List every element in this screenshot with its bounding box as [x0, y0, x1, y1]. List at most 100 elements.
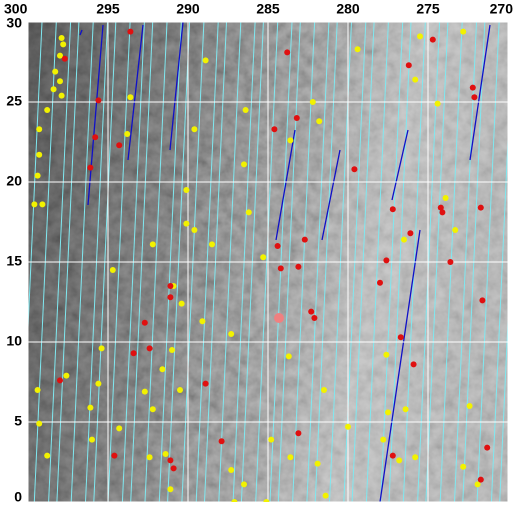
plot-area: [28, 22, 508, 502]
data-point: [60, 41, 67, 48]
data-point: [460, 463, 467, 470]
data-point: [274, 243, 281, 249]
x-tick-label: 290: [176, 1, 200, 17]
data-point: [260, 254, 267, 261]
data-point: [439, 209, 446, 216]
data-point: [479, 297, 486, 304]
data-point: [460, 28, 467, 35]
data-point: [242, 107, 249, 113]
data-point: [447, 259, 454, 265]
data-point: [412, 454, 419, 461]
data-point: [397, 334, 404, 341]
data-point: [245, 209, 252, 216]
data-point: [58, 92, 65, 99]
data-point: [63, 372, 70, 379]
data-point: [218, 438, 225, 445]
data-point: [314, 460, 321, 467]
data-point: [89, 436, 95, 443]
data-point: [183, 187, 190, 193]
y-tick-label: 15: [6, 253, 22, 269]
data-point: [202, 57, 209, 64]
y-tick-label: 30: [6, 15, 22, 31]
data-point: [474, 481, 481, 488]
data-point: [57, 377, 63, 384]
x-tick-label: 300: [4, 1, 28, 17]
blue-track: [391, 129, 409, 201]
data-point: [385, 409, 391, 416]
x-tick-label: 295: [96, 1, 120, 17]
data-point: [127, 28, 134, 35]
data-point: [429, 36, 436, 43]
highlight-spot: [274, 313, 284, 323]
data-point: [177, 387, 183, 393]
data-point: [401, 236, 407, 243]
blue-track: [321, 149, 341, 241]
data-point: [52, 68, 59, 75]
data-point: [34, 387, 41, 393]
data-point: [301, 236, 308, 243]
data-point: [412, 76, 419, 83]
data-point: [34, 172, 41, 179]
data-point: [149, 406, 156, 413]
data-point: [169, 347, 175, 353]
data-point: [469, 84, 476, 91]
data-point: [380, 436, 387, 443]
data-point: [268, 436, 275, 443]
data-point: [295, 263, 302, 270]
data-point: [95, 380, 102, 387]
data-point: [284, 49, 291, 56]
data-point: [87, 164, 94, 171]
data-point: [354, 46, 361, 53]
x-tick-label: 285: [256, 1, 280, 17]
data-point: [146, 345, 153, 352]
data-point: [396, 457, 403, 464]
data-point: [36, 126, 43, 133]
data-point: [57, 78, 63, 85]
data-point: [111, 452, 118, 459]
data-point: [228, 467, 235, 473]
data-point: [407, 230, 414, 237]
data-point: [57, 52, 63, 59]
data-point: [167, 457, 174, 464]
data-point: [434, 100, 441, 107]
data-point: [293, 115, 300, 121]
data-point: [410, 361, 417, 368]
data-point: [61, 55, 68, 62]
data-point: [437, 204, 444, 211]
data-point: [44, 107, 51, 113]
data-point: [209, 241, 215, 248]
data-point: [287, 454, 294, 461]
data-point: [159, 366, 166, 373]
y-tick-label: 25: [6, 93, 22, 109]
data-point: [170, 465, 177, 472]
data-point: [167, 486, 174, 493]
data-point: [405, 62, 412, 69]
data-point: [311, 315, 318, 321]
x-tick-label: 270: [490, 1, 514, 17]
data-point: [308, 308, 315, 315]
y-tick-label: 20: [6, 173, 22, 189]
data-point: [277, 265, 284, 272]
data-point: [141, 319, 148, 326]
data-point: [351, 166, 358, 173]
data-point: [141, 388, 148, 395]
data-point: [389, 452, 396, 459]
data-point: [263, 499, 270, 502]
blue-track: [469, 24, 491, 161]
data-point: [50, 86, 57, 93]
data-point: [322, 492, 329, 499]
y-tick-label: 5: [14, 413, 22, 429]
data-point: [191, 227, 198, 233]
data-point: [162, 451, 169, 457]
data-point: [389, 206, 396, 213]
data-point: [417, 33, 423, 40]
data-point: [477, 476, 484, 483]
data-point: [241, 481, 247, 488]
y-tick-label: 0: [14, 489, 22, 505]
data-point: [383, 351, 390, 358]
data-point: [109, 267, 116, 273]
data-point: [321, 387, 327, 393]
x-tick-label: 280: [336, 1, 360, 17]
data-point: [191, 126, 198, 133]
